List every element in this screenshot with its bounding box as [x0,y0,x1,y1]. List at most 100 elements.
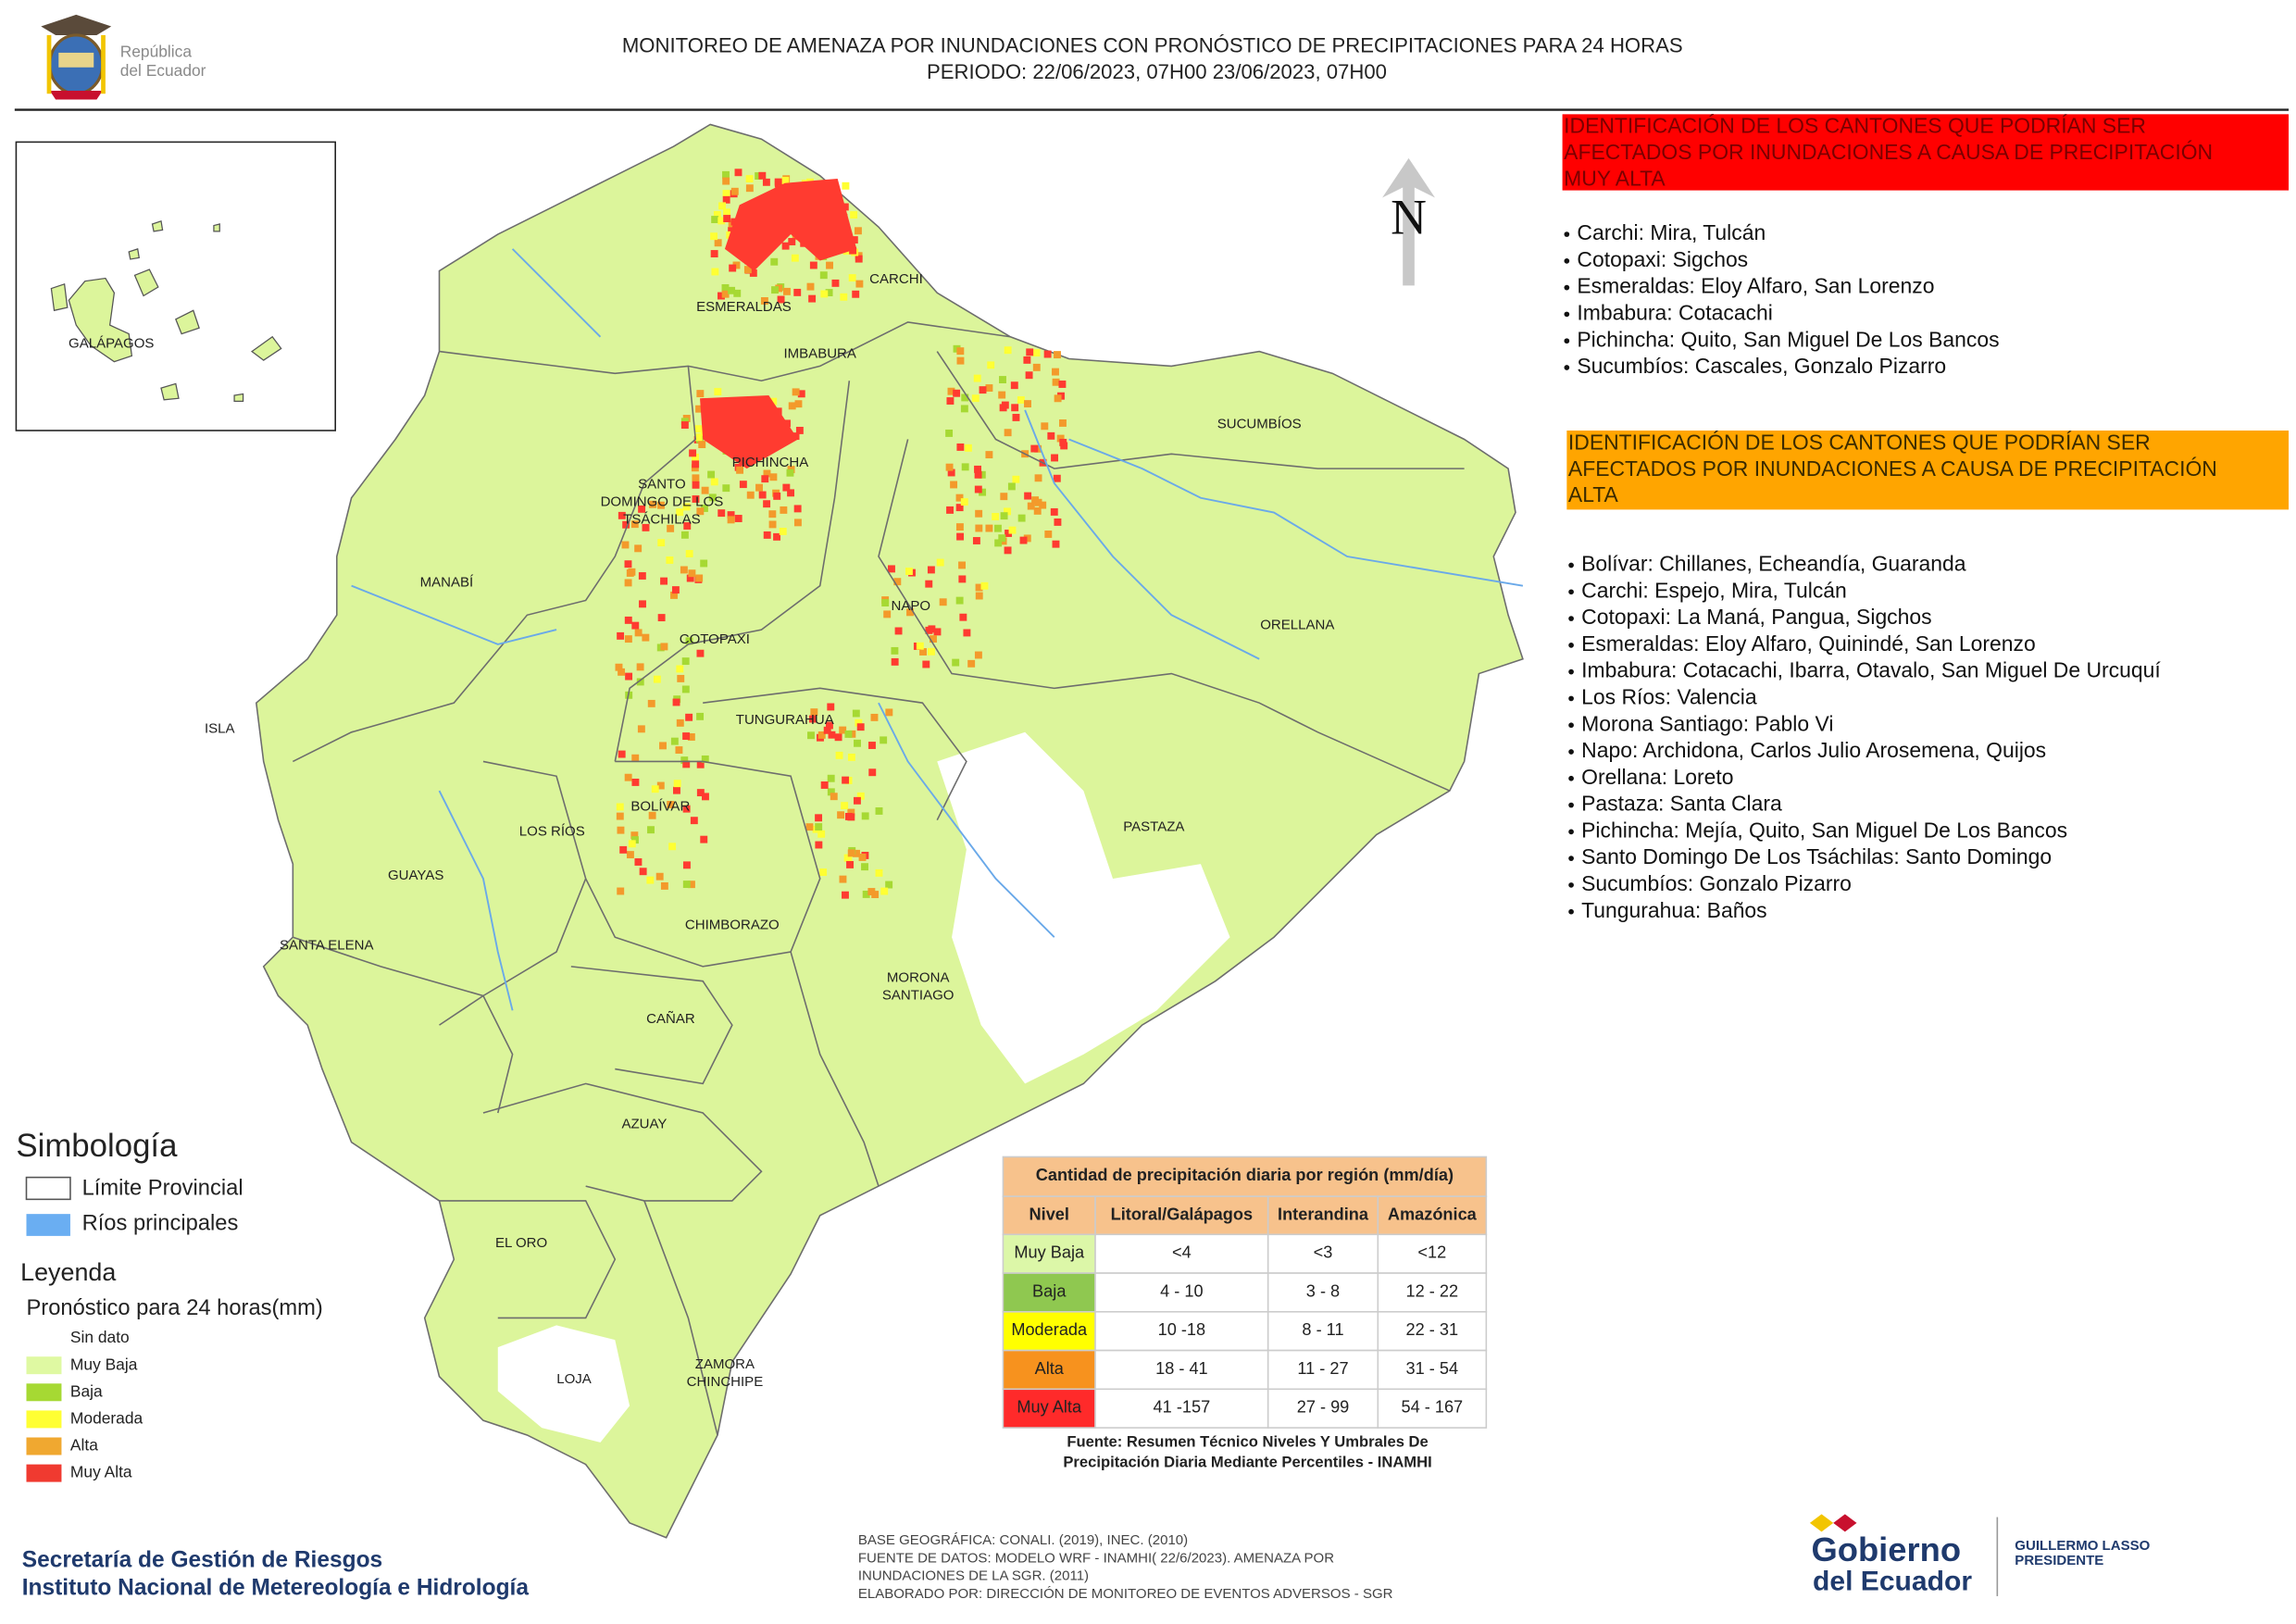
hazard-cell [955,504,964,512]
hazard-cell [707,470,716,479]
hazard-cell [1004,346,1012,355]
hazard-cell [779,527,787,535]
list-item: Pichincha: Mejía, Quito, San Miguel De L… [1581,818,2067,842]
hazard-cell [769,397,778,406]
hazard-cell [653,675,661,683]
table-cell [1377,1388,1488,1429]
hazard-cell [733,289,742,297]
hazard-cell [956,532,965,541]
hazard-cell [808,294,817,303]
hazard-cell [617,631,625,640]
hazard-cell [642,523,650,531]
table-value: <3 [1314,1243,1333,1262]
hazard-cell [721,283,730,292]
hazard-cell [1058,381,1067,388]
hazard-cell [905,568,913,576]
hazard-cell [780,506,788,514]
hazard-cell [763,500,771,508]
hazard-cell [616,803,624,811]
hazard-cell [711,268,719,276]
hazard-cell [1032,349,1041,357]
hazard-cell [659,742,667,750]
hazard-cell [637,725,645,733]
province-label: TUNGURAHUA [736,712,834,728]
hazard-cell [961,394,969,402]
hazard-cell [975,524,983,532]
hazard-cell [856,792,865,800]
hazard-cell [927,566,935,574]
hazard-cell [844,730,853,738]
hazard-cell [963,629,971,637]
province-label: SUCUMBÍOS [1217,417,1302,432]
hazard-cell [680,421,689,429]
hazard-cell [692,453,699,461]
hazard-cell [831,279,840,287]
hazard-cell [894,627,903,635]
hazard-cell [638,505,646,513]
bullet [1568,775,1574,781]
bullet [1564,311,1570,318]
hazard-cell [906,608,914,617]
province-label: NAPO [891,598,930,614]
hazard-cell [955,493,964,502]
hazard-cell [1059,438,1067,446]
hazard-cell [975,583,983,592]
province-label: ESMERALDAS [696,299,792,315]
table-cell [1377,1311,1488,1352]
bullet [1564,257,1570,264]
hazard-cell [768,510,777,518]
province-label: DOMINGO DE LOS [601,493,724,509]
hazard-cell [773,532,781,541]
hazard-cell [854,227,862,235]
hazard-cell [755,483,763,492]
hazard-cell [853,849,860,857]
province-labels: ESMERALDAS CARCHI IMBABURA SUCUMBÍOS PICHINC… [205,271,1334,1390]
hazard-cell [958,561,966,569]
threshold-table: Cantidad de precipitación diaria por reg… [1002,1156,1488,1470]
hazard-cell [775,284,783,293]
hazard-cell [768,520,777,529]
province-borders [292,321,1465,1436]
hazard-cell [621,541,630,549]
hazard-cell [1054,394,1062,403]
hazard-cell [880,887,889,895]
hazard-cell [817,830,826,838]
hazard-cell [980,581,989,590]
hazard-cell [630,831,639,840]
hazard-cell [624,635,632,643]
table-cell [1267,1311,1379,1352]
hazard-cell [847,753,855,761]
bullet [1564,284,1570,291]
hazard-cell [893,578,902,586]
table-cell [1002,1349,1096,1391]
hazard-cell [961,463,969,471]
hazard-cell [922,660,930,668]
hazard-cell [655,872,664,881]
hazard-cell [1050,507,1058,516]
hazard-cell [680,531,689,539]
bullet [1564,231,1570,237]
hazard-cell [745,175,754,183]
hazard-cell [618,668,626,676]
hazard-cell [689,449,697,457]
north-arrow: N [1382,157,1435,286]
hazard-patches [615,169,1068,899]
hazard-cell [722,484,730,493]
hazard-cell [819,868,828,876]
hazard-cell [853,796,861,805]
hazard-cell [837,811,845,819]
hazard-cell [827,774,835,782]
hazard-cell [855,718,863,727]
hazard-cell [849,246,857,255]
hazard-cell [956,356,965,365]
list-item: Orellana: Loreto [1581,765,1733,789]
list-item: Sucumbíos: Cascales, Gonzalo Pizarro [1577,354,1946,378]
hazard-cell [686,574,694,582]
hazard-cell [730,187,739,195]
table-header-cell [1267,1195,1379,1236]
province-label: TSÁCHILAS [623,511,700,527]
hazard-cell [682,760,691,768]
hazard-cell [685,550,693,557]
hazard-cell [696,712,705,720]
hazard-cell [793,518,802,527]
